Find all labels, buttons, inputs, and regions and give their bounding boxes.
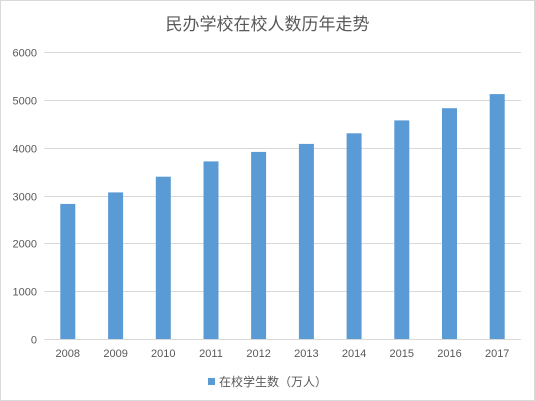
legend-swatch xyxy=(207,378,215,385)
bar-2015 xyxy=(394,120,410,340)
bar-2009 xyxy=(108,192,124,339)
chart-title: 民办学校在校人数历年走势 xyxy=(165,15,370,35)
x-tick-label: 2011 xyxy=(199,348,223,360)
bar-2014 xyxy=(346,133,362,339)
x-tick-label: 2012 xyxy=(246,348,270,360)
y-tick-label: 1000 xyxy=(13,287,37,299)
x-tick-label: 2013 xyxy=(294,348,318,360)
bar-2011 xyxy=(203,161,219,339)
bar-2010 xyxy=(155,176,171,339)
y-tick-label: 5000 xyxy=(13,96,37,108)
x-tick-label: 2008 xyxy=(56,348,80,360)
chart-legend: 在校学生数（万人） xyxy=(1,373,534,390)
x-tick-label: 2016 xyxy=(437,348,461,360)
bar-2013 xyxy=(298,143,314,339)
x-tick-label: 2015 xyxy=(390,348,414,360)
y-tick-label: 2000 xyxy=(13,239,37,251)
x-tick-label: 2009 xyxy=(103,348,127,360)
x-tick-label: 2017 xyxy=(485,348,509,360)
x-tick-label: 2014 xyxy=(342,348,366,360)
bar-2017 xyxy=(489,94,505,339)
x-tick-label: 2010 xyxy=(151,348,175,360)
y-tick-label: 4000 xyxy=(13,144,37,156)
y-tick-label: 6000 xyxy=(13,48,37,60)
bar-2008 xyxy=(60,203,76,339)
y-tick-label: 3000 xyxy=(13,192,37,204)
y-tick-label: 0 xyxy=(31,335,37,347)
bar-2012 xyxy=(251,151,267,339)
bar-2016 xyxy=(442,108,457,339)
legend-label: 在校学生数（万人） xyxy=(218,375,327,389)
